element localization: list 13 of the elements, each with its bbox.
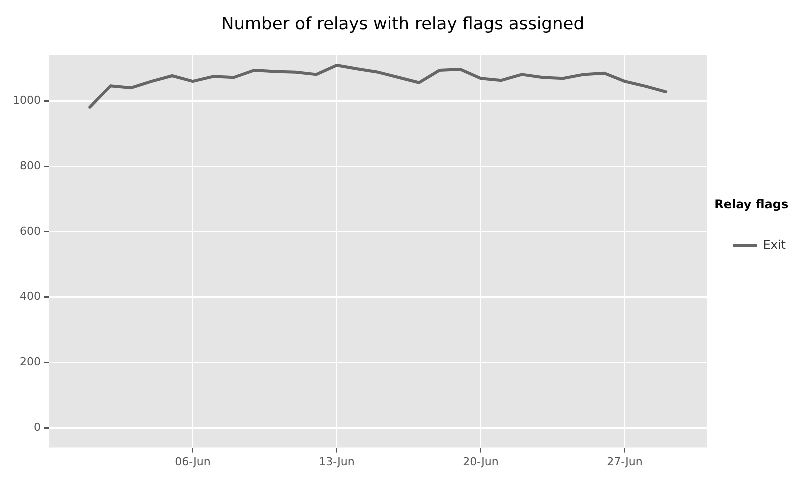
y-tick-label: 200 xyxy=(20,356,41,369)
x-tick-label: 27-Jun xyxy=(607,455,643,468)
x-tick-label: 20-Jun xyxy=(463,455,499,468)
x-tick-label: 06-Jun xyxy=(175,455,211,468)
chart-title: Number of relays with relay flags assigned xyxy=(221,14,585,35)
x-tick-label: 13-Jun xyxy=(319,455,355,468)
legend-title: Relay flags xyxy=(714,197,789,212)
y-tick-label: 800 xyxy=(20,159,41,172)
y-tick-label: 1000 xyxy=(12,94,41,108)
y-tick-label: 0 xyxy=(34,421,41,434)
y-tick-label: 400 xyxy=(20,290,41,304)
legend-label: Exit xyxy=(763,238,786,252)
y-tick-label: 600 xyxy=(20,224,41,238)
